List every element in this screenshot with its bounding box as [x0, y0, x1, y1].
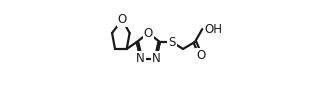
Text: N: N	[152, 52, 161, 65]
Text: O: O	[118, 13, 127, 26]
Text: O: O	[144, 27, 153, 39]
Text: N: N	[136, 52, 145, 65]
Text: O: O	[196, 49, 205, 62]
Text: S: S	[168, 36, 176, 49]
Text: OH: OH	[204, 23, 223, 36]
